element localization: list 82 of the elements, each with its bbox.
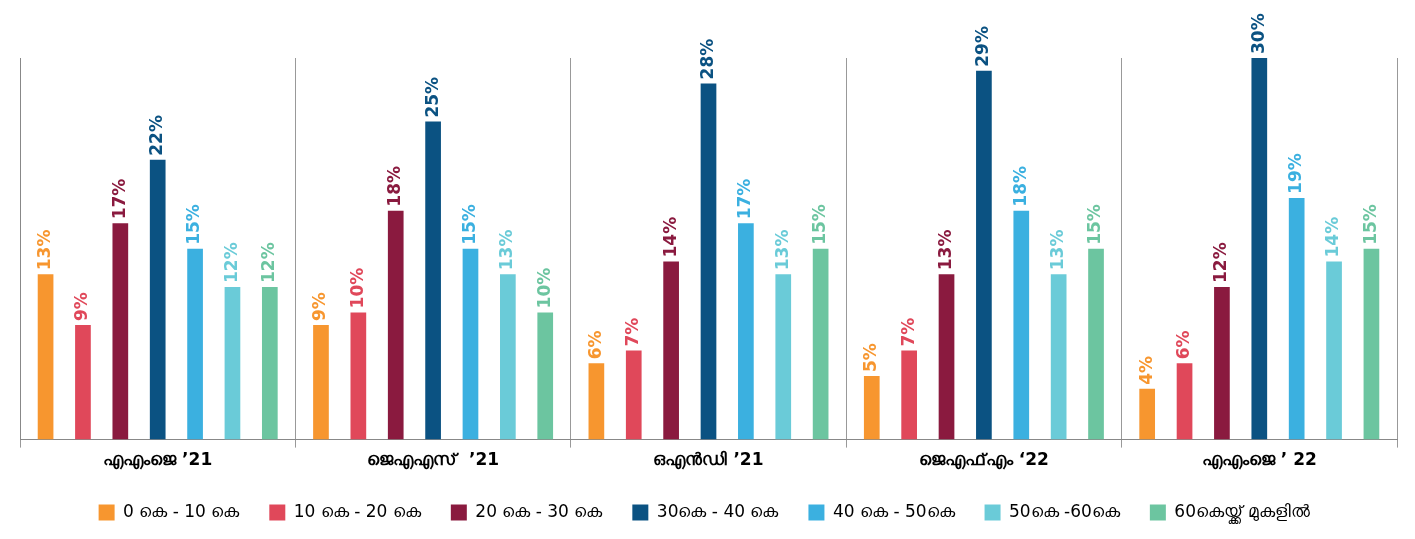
bar — [350, 312, 367, 440]
data-label: 4% — [1135, 355, 1156, 385]
x-tick-label: ജെഎഎസ് ’21 — [367, 449, 500, 471]
bar — [1088, 248, 1104, 440]
data-label: 13% — [496, 229, 517, 271]
data-label: 29% — [972, 26, 993, 67]
legend-label: 40 കെ - 50കെ — [832, 500, 956, 521]
bar — [462, 248, 479, 440]
bar — [1251, 58, 1268, 440]
data-label: 13% — [934, 229, 955, 271]
bar — [187, 248, 203, 440]
data-label: 7% — [622, 317, 643, 347]
bar — [425, 121, 441, 440]
bar — [588, 363, 605, 440]
legend-label: 50കെ -60കെ — [1009, 500, 1121, 521]
data-label: 15% — [809, 204, 830, 245]
data-label: 18% — [384, 165, 405, 207]
bar — [976, 70, 992, 440]
bar — [149, 159, 166, 440]
bar — [1363, 248, 1380, 440]
bar — [663, 261, 679, 440]
bar — [1139, 388, 1156, 440]
data-label: 6% — [1172, 330, 1193, 360]
data-label: 15% — [183, 204, 204, 245]
data-label: 18% — [1009, 165, 1030, 207]
bar — [812, 248, 829, 440]
data-label: 28% — [696, 38, 717, 80]
x-tick-label: ജെഎഫ്എം ‘22 — [918, 449, 1049, 471]
x-tick-label: ഒഎൻഡി ’21 — [653, 449, 764, 471]
bar — [1288, 197, 1305, 440]
data-label: 17% — [108, 178, 129, 220]
data-label: 13% — [33, 229, 54, 271]
bar — [938, 274, 955, 440]
data-label: 5% — [860, 343, 881, 372]
data-label: 15% — [458, 204, 479, 245]
bar — [500, 274, 516, 440]
data-label: 25% — [421, 76, 442, 118]
legend-label: 60കെയ്ക്ക് മുകളിൽ — [1174, 500, 1311, 525]
bar — [387, 210, 404, 440]
data-label: 15% — [1084, 204, 1105, 245]
data-label: 12% — [1210, 242, 1231, 283]
legend-label: 30കെ - 40 കെ — [656, 500, 780, 521]
bar — [313, 325, 329, 440]
bar — [1050, 274, 1067, 440]
data-label: 9% — [71, 292, 92, 322]
data-label: 13% — [771, 229, 792, 271]
data-label: 12% — [258, 242, 279, 283]
bar — [625, 350, 642, 440]
data-label: 7% — [897, 317, 918, 347]
bar — [224, 286, 241, 440]
x-tick-label: എഎംജെ ’21 — [103, 449, 213, 471]
data-label: 15% — [1359, 204, 1380, 245]
bar — [901, 350, 917, 440]
bar — [75, 325, 91, 440]
data-label: 10% — [533, 267, 554, 309]
data-label: 10% — [346, 267, 367, 309]
legend-label: 0 കെ - 10 കെ — [123, 500, 241, 521]
bar — [112, 223, 129, 440]
data-label: 14% — [659, 216, 680, 258]
data-label: 12% — [220, 242, 241, 283]
legend-label: 10 കെ - 20 കെ — [293, 500, 422, 521]
data-label: 22% — [146, 115, 167, 156]
bar — [700, 83, 717, 440]
bar — [261, 286, 278, 440]
bar — [37, 274, 54, 440]
data-label: 19% — [1285, 153, 1306, 194]
bar — [1013, 210, 1030, 440]
data-label: 13% — [1047, 229, 1068, 271]
legend-label: 20 കെ - 30 കെ — [475, 500, 604, 521]
x-tick-label: എഎംജെ ’ 22 — [1201, 449, 1317, 471]
data-label: 6% — [584, 330, 605, 360]
data-label: 9% — [309, 292, 330, 322]
bar — [863, 376, 880, 440]
bar — [775, 274, 792, 440]
data-label: 17% — [734, 178, 755, 220]
bar — [1176, 363, 1193, 440]
data-label: 14% — [1322, 216, 1343, 258]
bar — [1326, 261, 1342, 440]
bar — [738, 223, 754, 440]
bar — [537, 312, 554, 440]
bar — [1214, 286, 1230, 440]
data-label: 30% — [1247, 13, 1268, 54]
